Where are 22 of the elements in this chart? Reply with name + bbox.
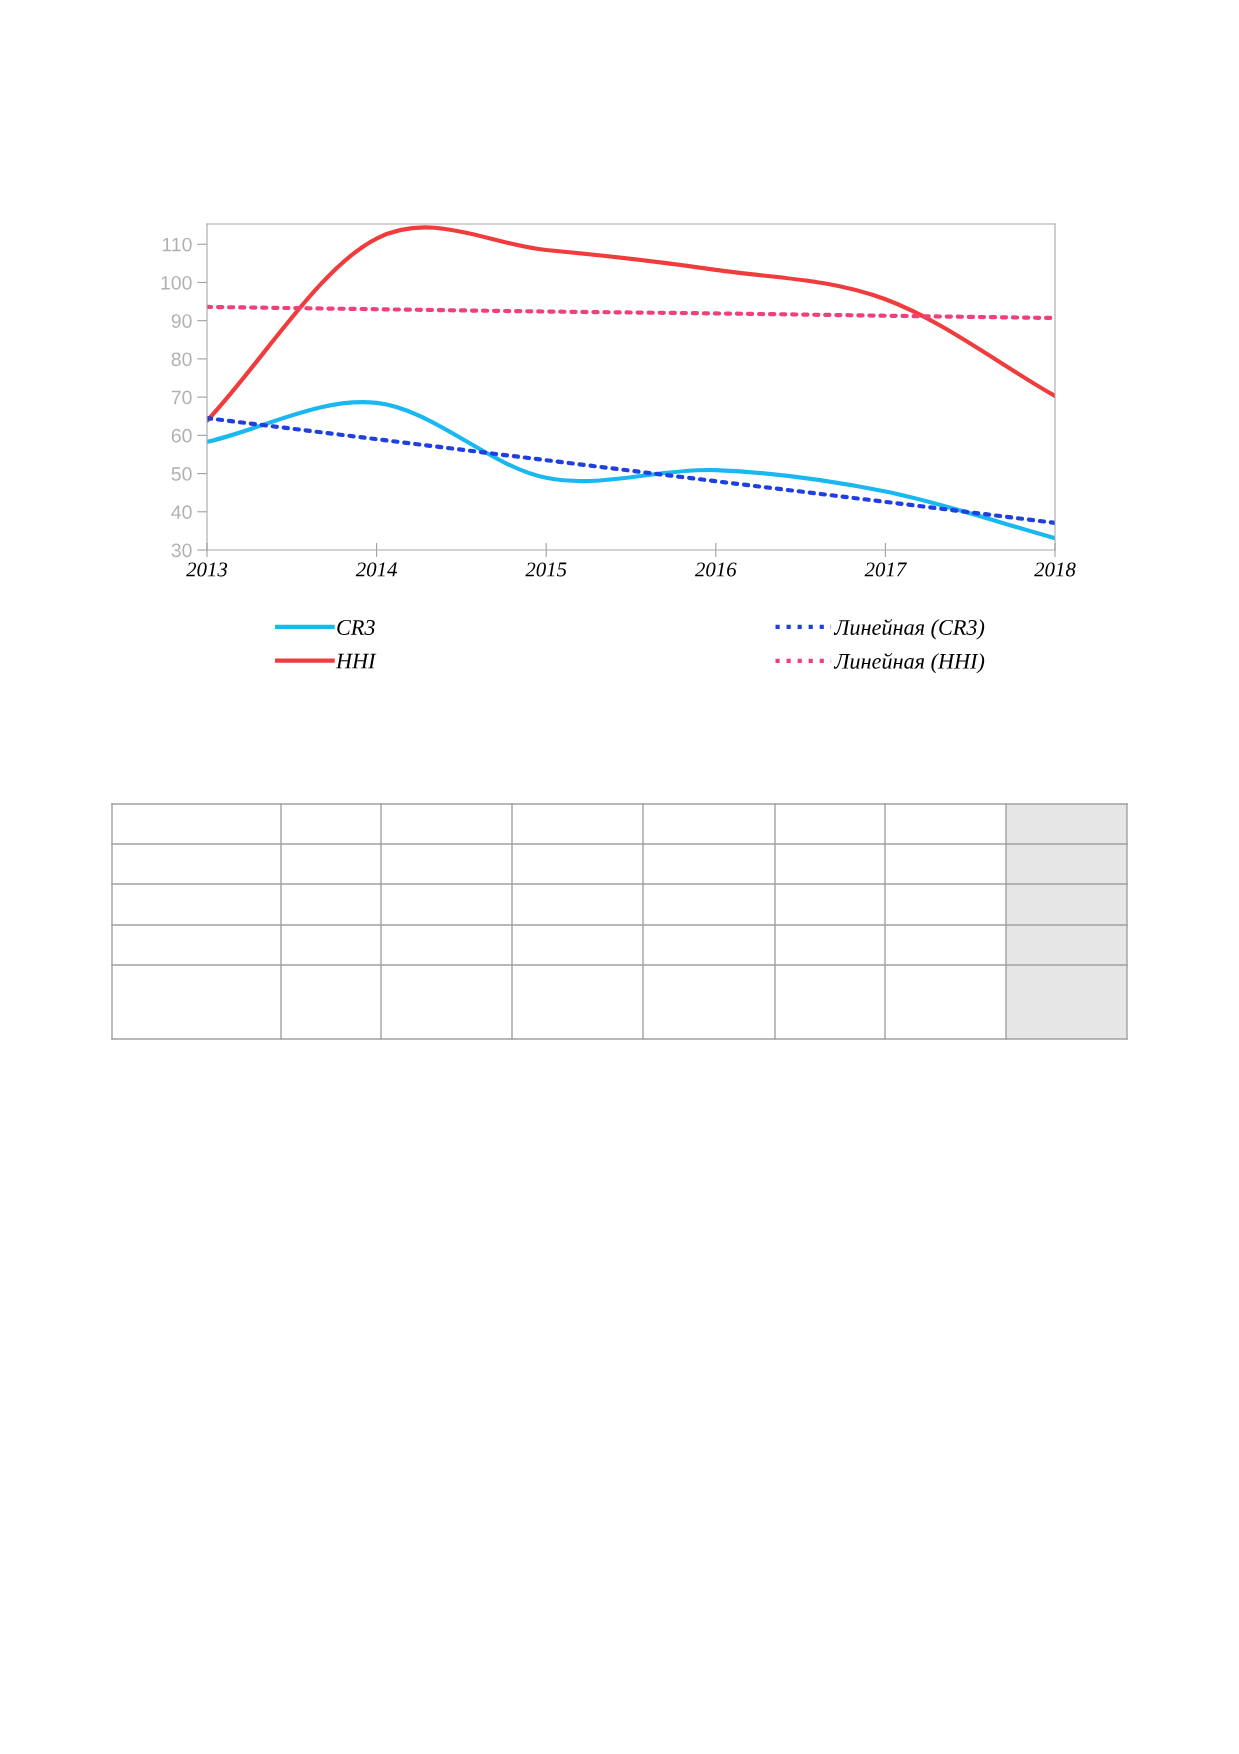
x-tick-label: 2016	[694, 562, 737, 577]
legend-label: Линейная (CR3)	[833, 618, 985, 640]
x-tick-label: 2017	[864, 562, 907, 577]
x-tick-label: 2013	[186, 562, 228, 577]
line-series	[207, 400, 1055, 541]
y-tick-label: 90	[171, 314, 192, 328]
legend-label: HHI	[335, 653, 377, 669]
line-series	[207, 416, 1055, 525]
y-tick-label: 100	[161, 275, 192, 290]
x-tick-label: 2018	[1034, 562, 1076, 577]
y-tick-label: 50	[171, 467, 192, 481]
y-tick-label: 60	[171, 428, 192, 443]
y-tick-label: 110	[162, 237, 192, 252]
legend-label: CR3	[337, 619, 375, 635]
legend-label: Линейная (HHI)	[833, 652, 985, 674]
y-tick-label: 80	[171, 352, 192, 367]
x-tick-label: 2014	[355, 562, 397, 577]
x-tick-label: 2015	[525, 562, 567, 577]
line-series	[207, 304, 1055, 321]
y-tick-label: 40	[171, 505, 192, 520]
y-tick-label: 70	[171, 390, 192, 405]
y-tick-label: 30	[171, 543, 192, 558]
